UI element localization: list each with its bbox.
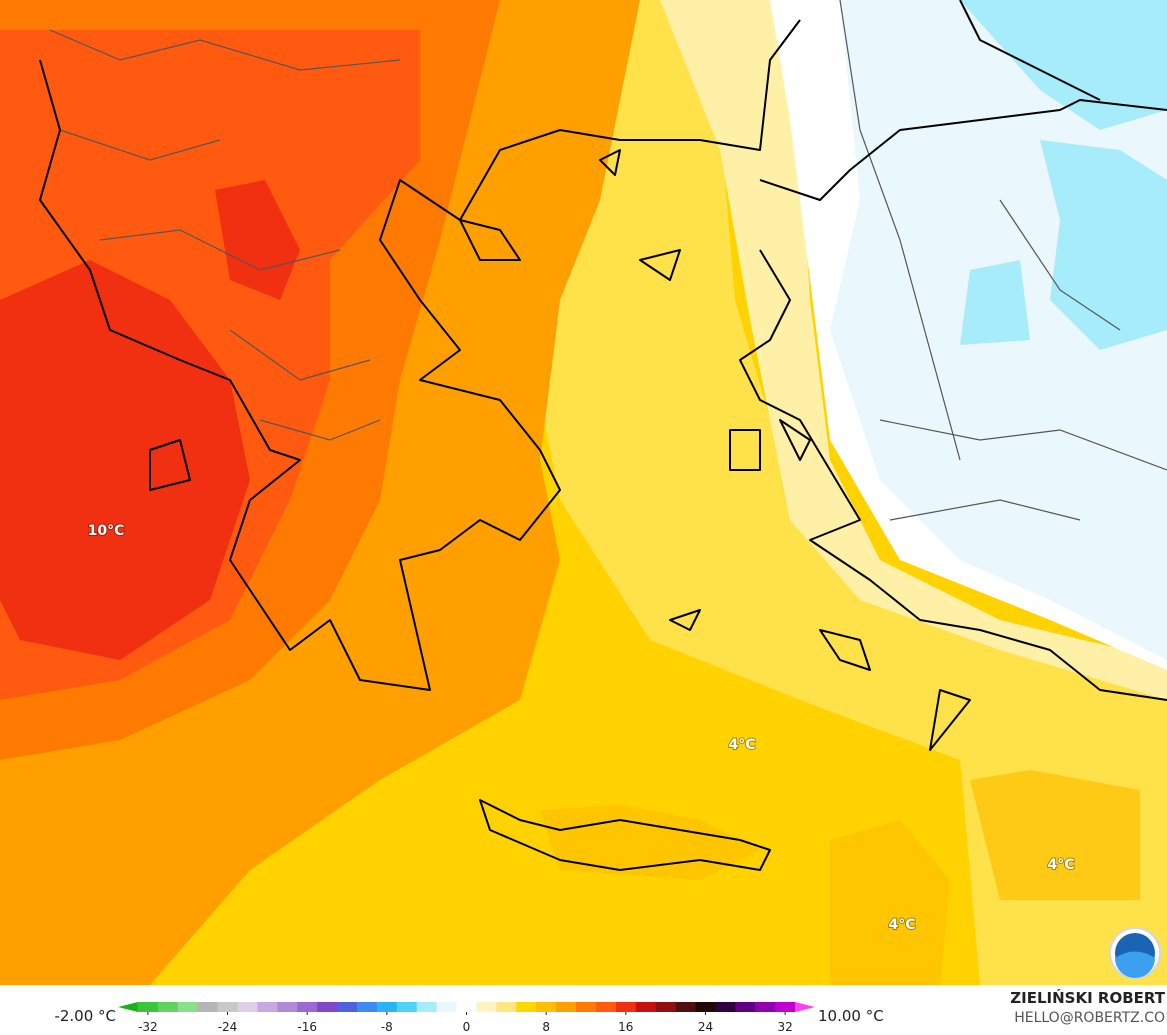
colorbar-cell — [775, 1002, 796, 1012]
colorbar-cell — [536, 1002, 557, 1012]
colorbar-tick-label: 24 — [698, 1020, 713, 1034]
colorbar-tick-label: -32 — [138, 1020, 158, 1034]
colorbar-cell — [735, 1002, 756, 1012]
colorbar-cell — [675, 1002, 697, 1012]
colorbar-tick-label: 32 — [777, 1020, 792, 1034]
colorbar-cell — [576, 1002, 597, 1012]
map-label: 4°C — [728, 737, 755, 753]
colorbar-cell — [237, 1002, 258, 1012]
colorbar-cell — [257, 1002, 278, 1012]
colorbar-cell — [396, 1002, 418, 1012]
colorbar-tick-label: -16 — [297, 1020, 317, 1034]
colorbar-cell — [755, 1002, 776, 1012]
colorbar-cell — [456, 1002, 477, 1012]
legend: -2.00 °C 10.00 °C ZIELIŃSKI ROBERT HELLO… — [54, 988, 1165, 1034]
colorbar-cell — [356, 1002, 378, 1012]
colorbar-cell — [217, 1002, 238, 1012]
colorbar-cell — [635, 1002, 657, 1012]
colorbar-cell — [137, 1002, 159, 1012]
colorbar-cell — [595, 1002, 617, 1012]
legend-min: -2.00 °C — [54, 1007, 116, 1025]
colorbar-cell — [496, 1002, 517, 1012]
colorbar-cell — [416, 1002, 438, 1012]
colorbar-cell — [476, 1002, 497, 1012]
colorbar-tick-label: 16 — [618, 1020, 633, 1034]
colorbar-cell — [337, 1002, 358, 1012]
map-label: 4°C — [1047, 857, 1074, 873]
map-label: 4°C — [888, 917, 915, 933]
colorbar-tick-label: 0 — [463, 1020, 471, 1034]
colorbar-cell — [556, 1002, 577, 1012]
credit-contact: HELLO@ROBERTZ.CO — [1014, 1010, 1165, 1026]
colorbar-cell — [436, 1002, 458, 1012]
colorbar-cell — [157, 1002, 179, 1012]
colorbar-cell — [297, 1002, 318, 1012]
colorbar-cell — [715, 1002, 736, 1012]
colorbar-tick-label: -24 — [218, 1020, 238, 1034]
colorbar-cell — [317, 1002, 338, 1012]
colorbar-tick-label: -8 — [381, 1020, 393, 1034]
legend-max: 10.00 °C — [818, 1007, 884, 1025]
colorbar-cell — [118, 1002, 138, 1012]
credit-author: ZIELIŃSKI ROBERT — [1010, 988, 1165, 1007]
colorbar-cell — [615, 1002, 637, 1012]
colorbar-cell — [177, 1002, 199, 1012]
colorbar-cell — [795, 1002, 815, 1012]
colorbar-tick-label: 8 — [542, 1020, 550, 1034]
colorbar-cell — [695, 1002, 716, 1012]
colorbar-cell — [197, 1002, 219, 1012]
colorbar-cell — [277, 1002, 298, 1012]
colorbar-cell — [376, 1002, 398, 1012]
colorbar-cell — [516, 1002, 537, 1012]
map: 10°C 4°C 4°C 4°C — [0, 0, 1167, 985]
noaa-logo — [1109, 927, 1161, 979]
map-label: 10°C — [88, 523, 125, 539]
colorbar-cell — [655, 1002, 677, 1012]
